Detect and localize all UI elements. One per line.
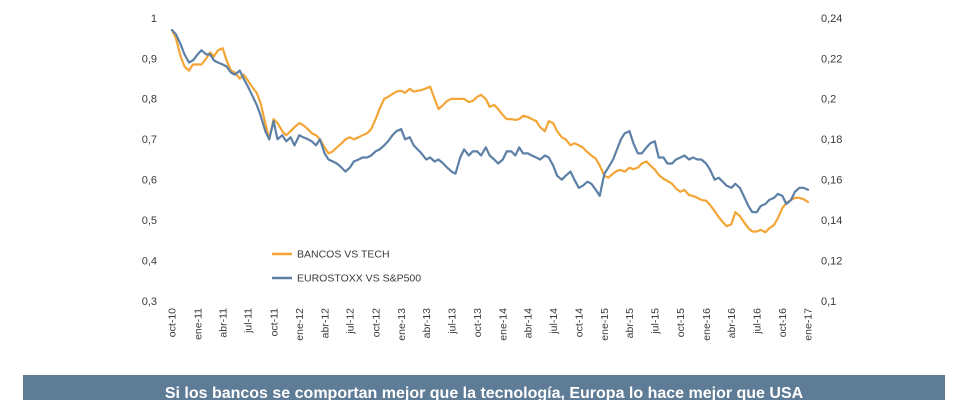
caption-text: Si los bancos se comportan mejor que la …: [164, 385, 804, 400]
y-right-tick-label: 0,22: [821, 53, 842, 65]
x-tick-label: jul-12: [345, 308, 357, 335]
y-right-tick-label: 0,14: [821, 215, 842, 227]
y-left-tick-label: 0,5: [142, 215, 157, 227]
y-axis-left: 1 0,9 0,8 0,7 0,6 0,5 0,4 0,3: [142, 13, 157, 308]
y-axis-right: 0,24 0,22 0,2 0,18 0,16 0,14 0,12 0,1: [821, 13, 842, 308]
x-tick-label: jul-16: [751, 308, 763, 335]
y-right-tick-label: 0,18: [821, 134, 842, 146]
y-right-tick-label: 0,1: [821, 296, 836, 308]
y-left-tick-label: 0,9: [142, 53, 157, 65]
legend-label: BANCOS VS TECH: [297, 249, 390, 261]
x-tick-label: oct-12: [370, 308, 382, 337]
x-tick-label: ene-14: [497, 308, 509, 341]
x-tick-label: abr-13: [421, 308, 433, 339]
y-right-tick-label: 0,12: [821, 255, 842, 267]
x-tick-label: jul-11: [243, 308, 255, 334]
y-right-tick-label: 0,16: [821, 175, 842, 187]
x-tick-label: abr-16: [726, 308, 738, 339]
x-tick-label: oct-15: [675, 308, 687, 337]
x-tick-label: oct-16: [777, 308, 789, 337]
y-left-tick-label: 0,7: [142, 134, 157, 146]
x-tick-label: oct-13: [472, 308, 484, 337]
x-tick-label: oct-11: [268, 308, 280, 337]
x-tick-label: ene-12: [294, 308, 306, 341]
x-tick-label: abr-12: [319, 308, 331, 339]
x-tick-label: oct-14: [573, 308, 585, 337]
x-tick-label: jul-13: [446, 308, 458, 335]
caption-banner: Si los bancos se comportan mejor que la …: [23, 375, 945, 400]
x-tick-label: abr-15: [624, 308, 636, 339]
series-line-bancos-vs-tech: [170, 29, 810, 234]
x-tick-label: ene-15: [599, 308, 611, 341]
x-tick-label: oct-10: [167, 308, 179, 337]
x-tick-label: ene-13: [396, 308, 408, 341]
legend-label: EUROSTOXX VS S&P500: [297, 273, 421, 285]
y-right-tick-label: 0,24: [821, 13, 842, 25]
y-left-tick-label: 0,6: [142, 175, 157, 187]
chart: 10,90,80,70,60,50,40,3 0,240,220,20,180,…: [142, 13, 843, 341]
x-tick-label: abr-14: [523, 308, 535, 339]
series-layer: [170, 29, 810, 234]
y-right-tick-label: 0,2: [821, 94, 836, 106]
series-line-eurostoxx-vs-s-p500: [170, 29, 810, 214]
y-left-tick-label: 0,8: [142, 94, 157, 106]
x-axis: oct-10 ene-11 abr-11 jul-11 oct-11 ene-12 abr-…: [167, 308, 815, 341]
legend: BANCOS VS TECH EUROSTOXX VS S&P500: [272, 249, 421, 285]
x-tick-label: ene-16: [701, 308, 713, 341]
x-tick-label: jul-14: [548, 308, 560, 335]
x-tick-label: jul-15: [649, 308, 661, 335]
y-left-tick-label: 1: [151, 13, 157, 25]
y-left-tick-label: 0,3: [142, 296, 157, 308]
x-tick-label: abr-11: [217, 308, 229, 338]
x-tick-label: ene-11: [192, 308, 204, 340]
x-tick-label: ene-17: [803, 308, 815, 341]
y-left-tick-label: 0,4: [142, 255, 157, 267]
